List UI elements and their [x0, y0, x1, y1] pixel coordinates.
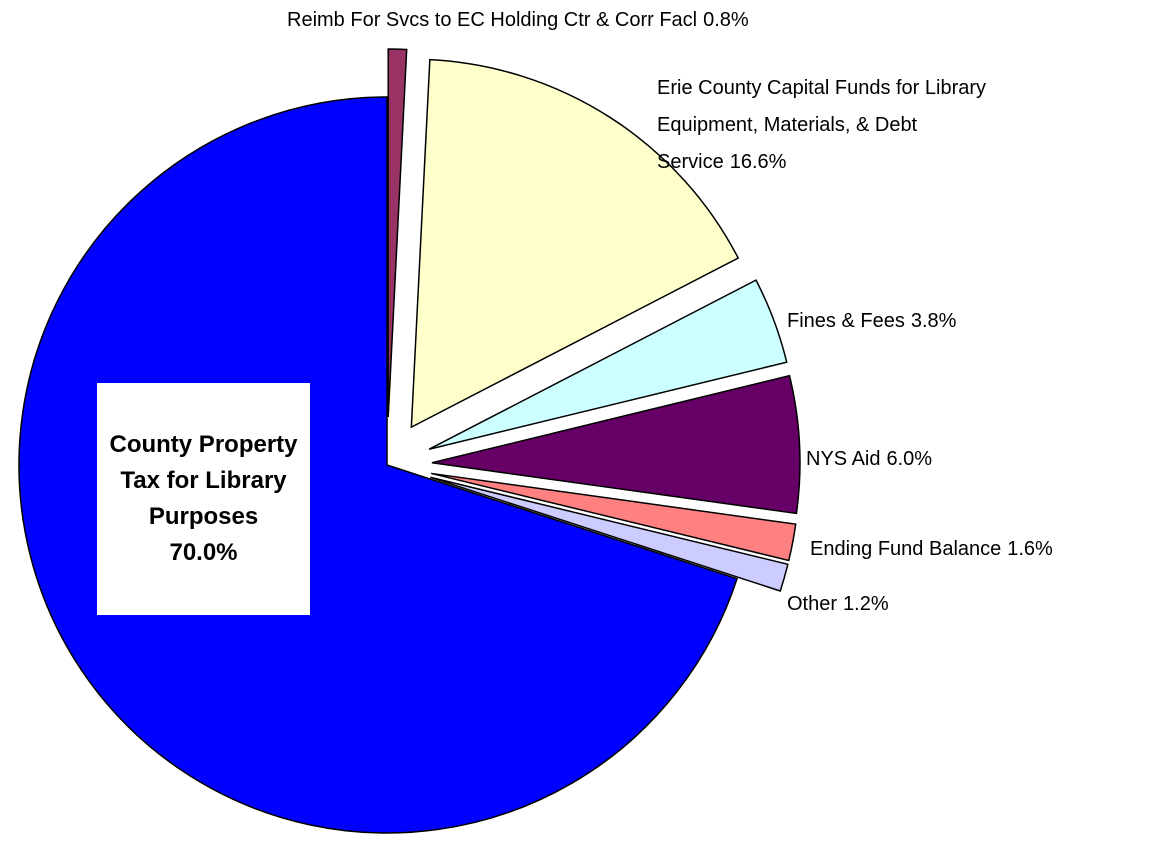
- slice-label: Fines & Fees 3.8%: [787, 303, 1087, 340]
- slice-label: Ending Fund Balance 1.6%: [810, 531, 1150, 568]
- label-name: Fines & Fees: [787, 310, 905, 332]
- pie-slice: [428, 279, 788, 450]
- label-value: 70.0%: [169, 539, 238, 566]
- label-name: Reimb For Svcs to EC Holding Ctr & Corr …: [287, 9, 698, 31]
- label-text: County Property Tax for Library Purposes…: [97, 427, 310, 571]
- pie-slice: [431, 374, 801, 515]
- slice-label: NYS Aid 6.0%: [806, 441, 1106, 478]
- label-value: 3.8%: [910, 310, 957, 332]
- label-value: 0.8%: [703, 9, 749, 31]
- label-name: Ending Fund Balance: [810, 538, 1002, 560]
- pie-slice: [431, 472, 797, 562]
- label-value: 16.6%: [729, 151, 787, 173]
- label-value: 1.2%: [843, 593, 889, 615]
- slice-label: Reimb For Svcs to EC Holding Ctr & Corr …: [287, 2, 987, 39]
- pie-slice: [387, 48, 408, 418]
- pie-slice: [18, 96, 738, 834]
- slice-label-box: County Property Tax for Library Purposes…: [97, 383, 310, 615]
- label-name: Erie County Capital Funds for Library Eq…: [657, 77, 987, 173]
- label-name: Other: [787, 593, 838, 615]
- label-name: NYS Aid: [806, 448, 881, 470]
- label-value: 6.0%: [886, 448, 933, 470]
- pie-slice: [430, 476, 789, 592]
- slice-label: Other 1.2%: [787, 586, 1087, 623]
- slice-label: Erie County Capital Funds for Library Eq…: [657, 70, 1027, 181]
- label-value: 1.6%: [1007, 538, 1053, 560]
- pie-slice: [410, 58, 740, 429]
- label-name: County Property Tax for Library Purposes: [109, 431, 298, 530]
